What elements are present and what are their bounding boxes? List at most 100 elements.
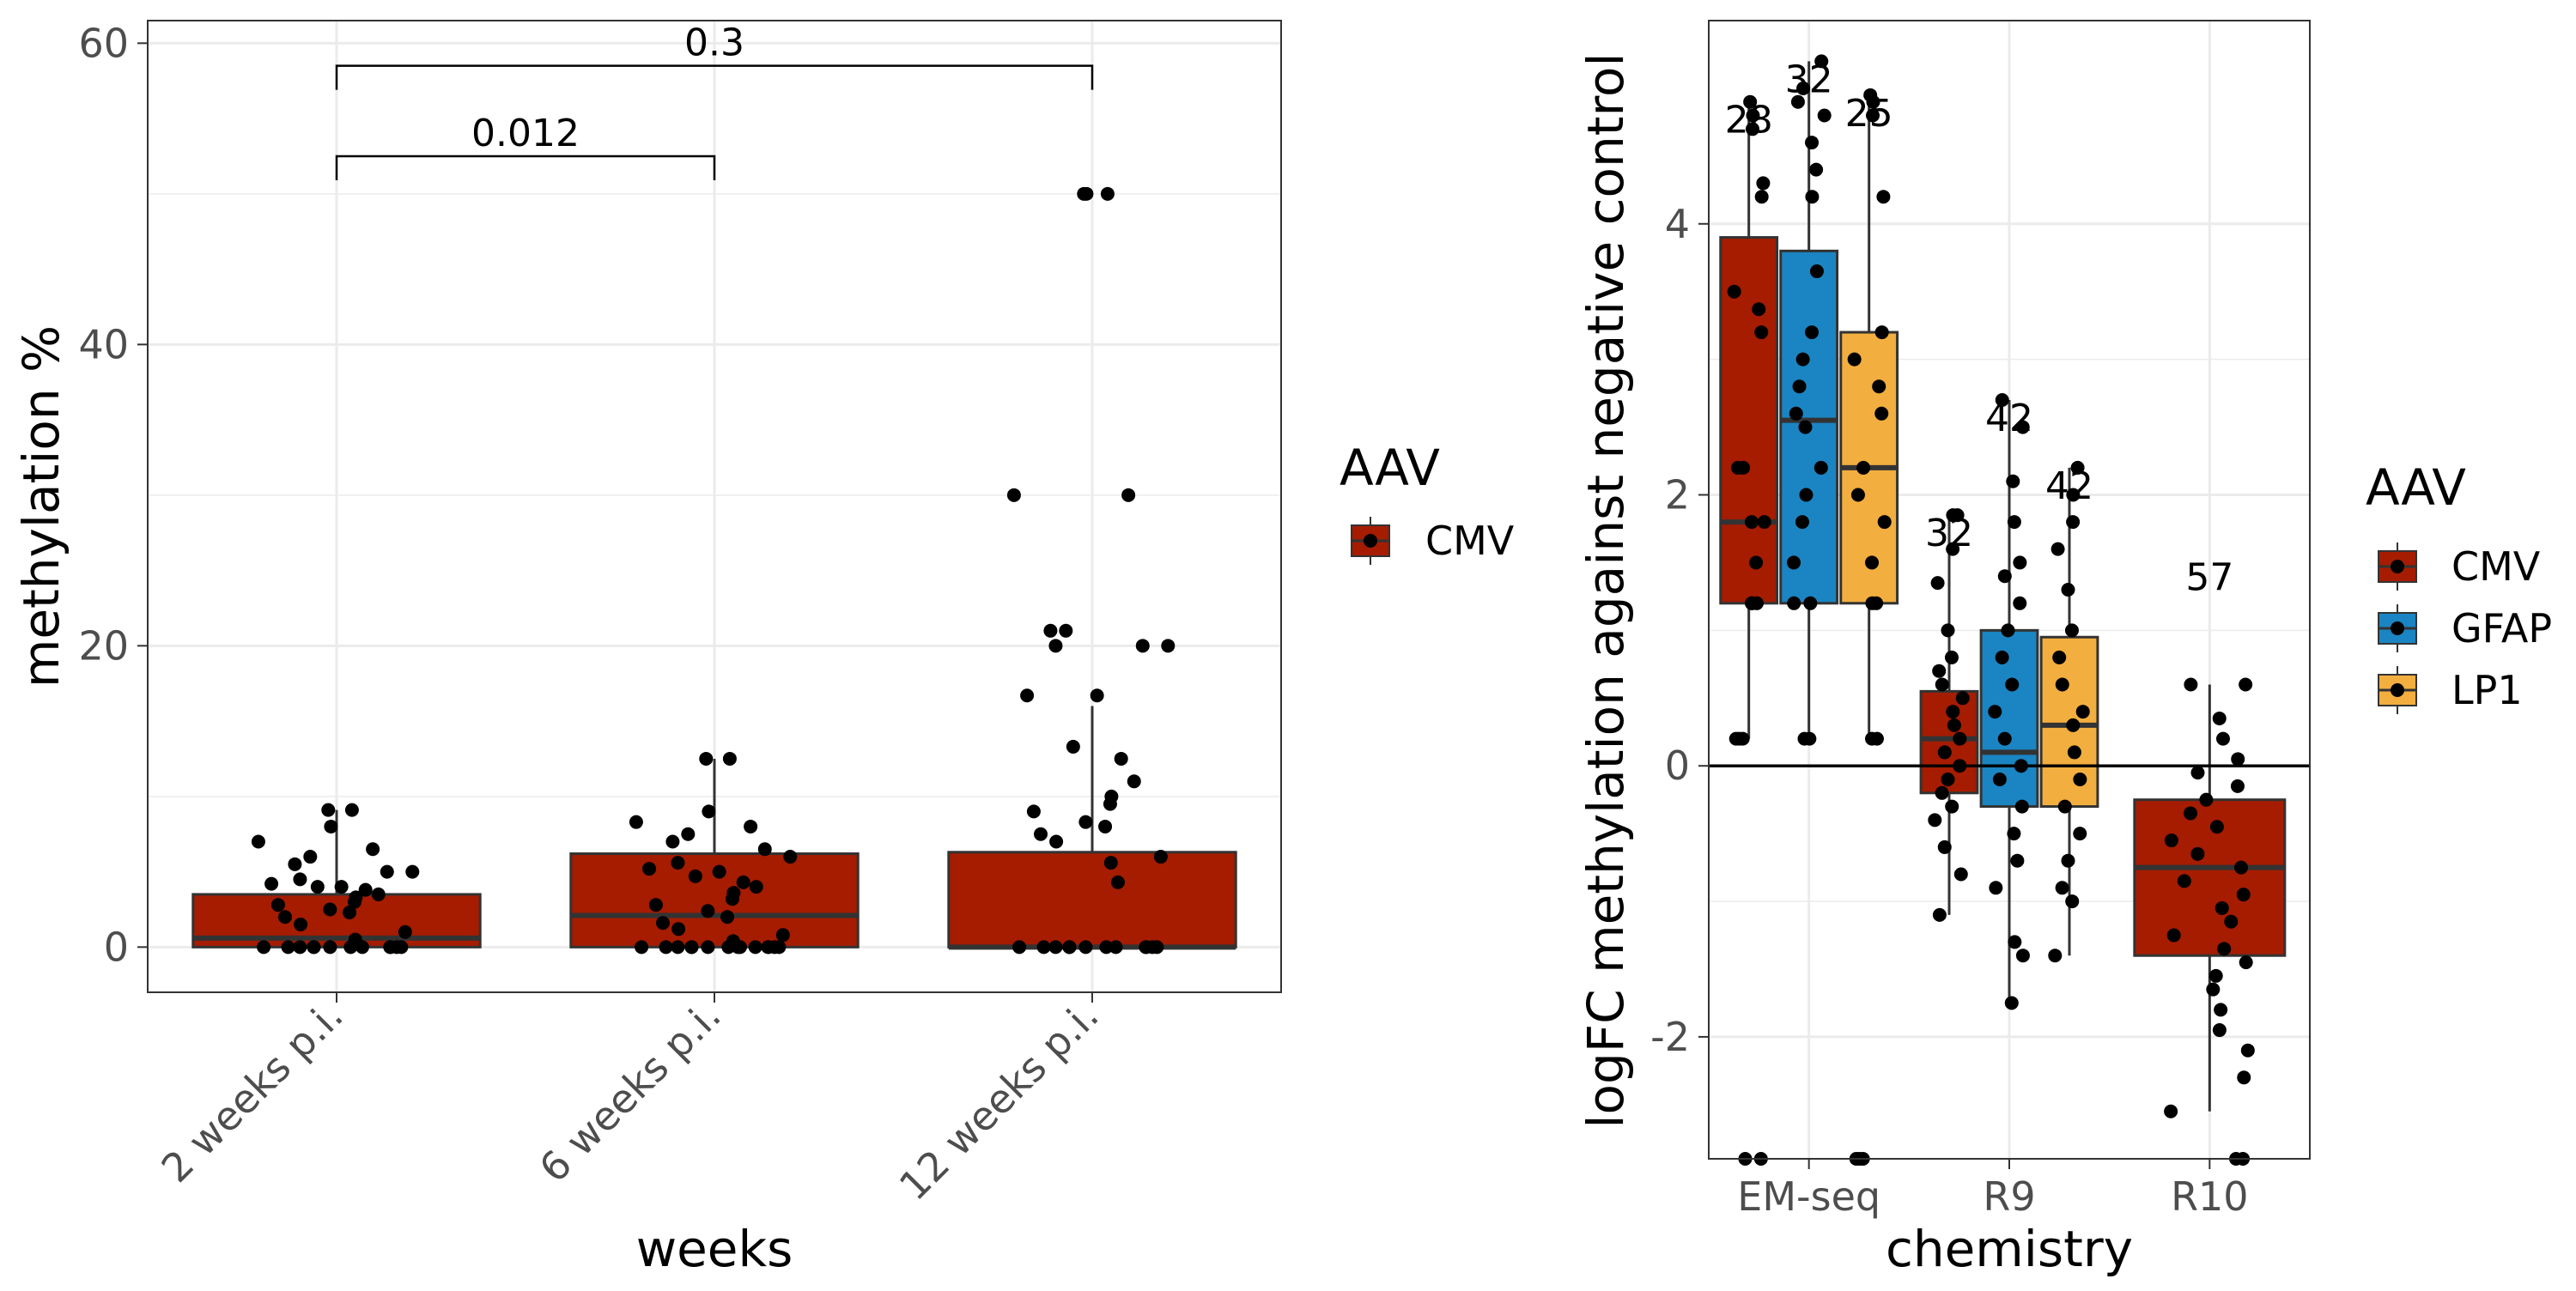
right-R10-CMV-point [2239, 677, 2253, 692]
left-cmv-2-point [1036, 940, 1051, 955]
right-R9-LP1-point [2064, 623, 2079, 638]
right-legend-key-point [2391, 683, 2404, 697]
right-EM-seq-GFAP-point [1789, 406, 1803, 421]
right-R9-GFAP-point [2010, 853, 2025, 868]
left-cmv-1-point [775, 928, 790, 942]
right-EM-seq-GFAP-point [1809, 162, 1824, 177]
right-R9-GFAP-point [2015, 420, 2030, 434]
left-y-axis-label: methylation % [12, 325, 70, 688]
left-cmv-2-point [1048, 639, 1063, 653]
left-cmv-0-point [358, 882, 373, 897]
left-cmv-1-point [671, 856, 685, 870]
left-cmv-0-point [380, 864, 394, 879]
left-legend-key-point [1364, 534, 1377, 548]
right-EM-seq-LP1-point [1876, 190, 1891, 204]
left-cmv-1-point [699, 751, 714, 766]
left-cmv-1-point [749, 880, 763, 894]
left-significance-label: 0.3 [684, 21, 744, 65]
right-R9-CMV-point [1955, 691, 1970, 706]
left-x-ticks: 2 weeks p.i. 6 weeks p.i. 12 weeks p.i. [152, 992, 1107, 1209]
right-EM-seq-LP1-point [1874, 325, 1889, 340]
right-R10-CMV-point [2239, 955, 2253, 970]
left-cmv-2-point [1121, 488, 1136, 502]
right-R9-CMV-point [1935, 785, 1949, 800]
left-cmv-1-point [635, 940, 649, 955]
left-cmv-0-point [355, 940, 369, 955]
right-legend-label: GFAP [2451, 605, 2552, 652]
right-count-label: 42 [1985, 397, 2033, 440]
left-cmv-0-point [323, 940, 337, 955]
right-EM-seq-GFAP-point [1797, 731, 1812, 746]
right-R9-LP1-point [2066, 488, 2081, 502]
right-y-tick-label: 4 [1665, 201, 1690, 247]
left-cmv-2-point [1098, 819, 1113, 833]
right-R10-CMV-point [2164, 833, 2178, 848]
left-significance-bracket [335, 64, 1094, 90]
right-R9-LP1-point [2067, 745, 2081, 760]
right-x-ticks: EM-seq R9 R10 [1737, 1159, 2249, 1220]
right-EM-seq-LP1-point [1847, 352, 1862, 367]
right-R9-LP1-point [2066, 515, 2081, 530]
left-cmv-0-point [293, 872, 307, 887]
right-R9-LP1-point [2070, 460, 2085, 475]
left-y-tick-label: 60 [78, 20, 129, 66]
left-cmv-0-point [293, 940, 307, 955]
left-cmv-2-point [1006, 488, 1021, 502]
right-legend-label: CMV [2451, 543, 2541, 590]
right-R9-CMV-point [1935, 677, 1949, 692]
left-cmv-1-point [656, 916, 671, 930]
left-cmv-1-point [665, 834, 680, 849]
left-cmv-2-point [1062, 940, 1077, 955]
right-EM-seq-GFAP-point [1814, 460, 1828, 475]
left-cmv-2-point [1079, 186, 1094, 201]
left-x-tick-label: 6 weeks p.i. [530, 992, 729, 1191]
right-R9-LP1-point [2050, 542, 2065, 556]
left-cmv-1-point [701, 940, 715, 955]
right-R9-CMV-point [1930, 576, 1945, 591]
left-y-tick-label: 0 [104, 924, 129, 970]
left-cmv-1-point [712, 864, 726, 879]
left-cmv-2-point [1099, 940, 1114, 955]
right-R10-CMV-point [2236, 888, 2251, 902]
right-EM-seq-CMV-point [1743, 94, 1758, 109]
right-EM-seq-GFAP-point [1809, 264, 1824, 279]
left-cmv-0-point [405, 864, 420, 879]
left-cmv-2-box [947, 851, 1237, 949]
right-x-tick-label: EM-seq [1737, 1173, 1880, 1220]
left-legend-entries: CMV [1351, 517, 1515, 565]
left-cmv-1-point [702, 804, 716, 819]
left-cmv-0-point [307, 940, 321, 955]
left-y-ticks: 0 20 40 60 [78, 20, 148, 970]
right-R9-LP1-point [2057, 799, 2072, 814]
right-R9-LP1-point [2061, 583, 2075, 597]
left-x-tick-label: 12 weeks p.i. [890, 992, 1108, 1209]
left-cmv-0-point [251, 834, 265, 849]
right-count-label: 28 [1725, 99, 1773, 142]
left-cmv-2-point [1043, 623, 1058, 638]
left-cmv-1-point [681, 827, 696, 841]
left-cmv-2-point [1161, 639, 1176, 653]
right-R9-GFAP-point [2015, 949, 2030, 963]
right-EM-seq-GFAP-point [1790, 94, 1805, 109]
left-cmv-1-point [688, 869, 702, 883]
left-cmv-0-point [344, 803, 359, 817]
right-x-tick-label: R9 [1983, 1173, 2035, 1220]
right-R9-CMV-point [1941, 773, 1955, 786]
right-EM-seq-LP1-point [1877, 515, 1892, 530]
right-R9-GFAP-point [1997, 569, 2012, 584]
left-cmv-1-point [722, 751, 737, 766]
right-R10-CMV-point [2206, 982, 2221, 997]
right-legend: AAV CMV GFAP LP1 [2366, 458, 2552, 714]
right-R10-CMV-point [2212, 711, 2227, 725]
right-R9-LP1-point [2048, 949, 2063, 963]
left-cmv-1-point [721, 940, 736, 955]
left-cmv-0-point [281, 940, 295, 955]
left-cmv-1-point [684, 940, 699, 955]
right-y-tick-label: 0 [1665, 742, 1690, 789]
right-count-label: 57 [2185, 556, 2233, 600]
left-cmv-2-point [1078, 940, 1093, 955]
left-cmv-0-point [371, 887, 386, 901]
left-cmv-2-point [1103, 797, 1117, 811]
left-cmv-1-point [772, 940, 787, 955]
left-legend-label: CMV [1425, 518, 1515, 564]
